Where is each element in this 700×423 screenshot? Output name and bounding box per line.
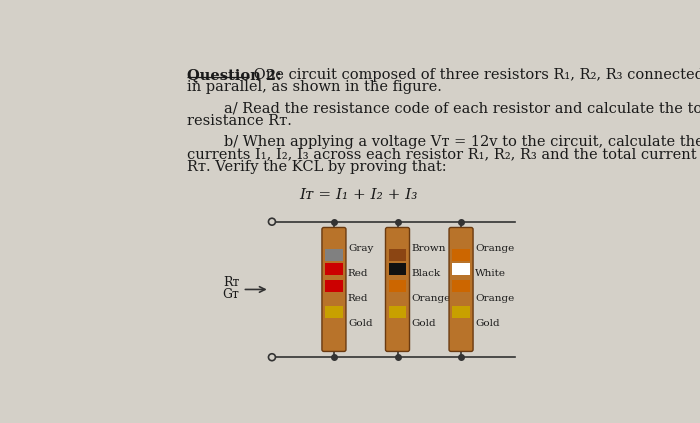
Bar [325, 249, 343, 261]
Text: a/ Read the resistance code of each resistor and calculate the total: a/ Read the resistance code of each resi… [187, 102, 700, 115]
Circle shape [269, 218, 275, 225]
Text: resistance Rᴛ.: resistance Rᴛ. [187, 114, 292, 128]
Text: currents I₁, I₂, I₃ across each resistor R₁, R₂, R₃ and the total current Iᴛ on: currents I₁, I₂, I₃ across each resistor… [187, 148, 700, 162]
Text: Gold: Gold [348, 319, 372, 329]
Text: Question 2:: Question 2: [187, 68, 281, 82]
Text: Gold: Gold [412, 319, 436, 329]
Text: One circuit composed of three resistors R₁, R₂, R₃ connected: One circuit composed of three resistors … [249, 68, 700, 82]
Bar [389, 280, 407, 292]
Bar [325, 263, 343, 275]
FancyBboxPatch shape [322, 228, 346, 352]
Text: Orange: Orange [475, 244, 514, 253]
Text: Gold: Gold [475, 319, 500, 329]
Text: Rᴛ: Rᴛ [223, 276, 239, 289]
Bar [452, 249, 470, 261]
Text: Gray: Gray [348, 244, 373, 253]
Text: in parallel, as shown in the figure.: in parallel, as shown in the figure. [187, 80, 442, 94]
Bar [389, 249, 407, 261]
Text: b/ When applying a voltage Vᴛ = 12ᴠ to the circuit, calculate the: b/ When applying a voltage Vᴛ = 12ᴠ to t… [187, 135, 700, 149]
Bar [325, 306, 343, 318]
FancyBboxPatch shape [449, 228, 473, 352]
Text: White: White [475, 269, 506, 278]
Circle shape [269, 354, 275, 361]
Text: Rᴛ. Verify the KCL by proving that:: Rᴛ. Verify the KCL by proving that: [187, 160, 447, 174]
FancyBboxPatch shape [386, 228, 410, 352]
Bar [452, 263, 470, 275]
Text: Orange: Orange [475, 294, 514, 303]
Bar [452, 280, 470, 292]
Bar [325, 280, 343, 292]
Text: Red: Red [348, 294, 368, 303]
Bar [389, 306, 407, 318]
Text: Brown: Brown [412, 244, 446, 253]
Bar [452, 306, 470, 318]
Text: Red: Red [348, 269, 368, 278]
Text: Orange: Orange [412, 294, 451, 303]
Bar [389, 263, 407, 275]
Text: Black: Black [412, 269, 440, 278]
Text: Gᴛ: Gᴛ [223, 288, 239, 301]
Text: Iᴛ = I₁ + I₂ + I₃: Iᴛ = I₁ + I₂ + I₃ [300, 188, 418, 202]
